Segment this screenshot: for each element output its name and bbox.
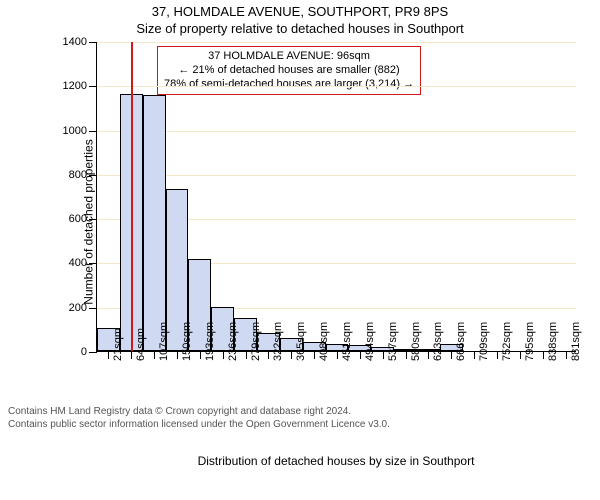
x-tick-label: 752sqm <box>501 322 513 361</box>
x-tick <box>291 351 292 359</box>
info-line-2: ← 21% of detached houses are smaller (88… <box>164 64 414 78</box>
y-tick-label: 1400 <box>63 36 97 48</box>
x-tick <box>428 351 429 359</box>
y-tick-label: 1000 <box>63 125 97 137</box>
info-box: 37 HOLMDALE AVENUE: 96sqm ← 21% of detac… <box>157 46 421 95</box>
x-tick <box>268 351 269 359</box>
x-tick <box>200 351 201 359</box>
x-tick <box>520 351 521 359</box>
page-subtitle: Size of property relative to detached ho… <box>0 19 600 36</box>
y-tick-label: 600 <box>69 213 97 225</box>
y-tick-label: 800 <box>69 169 97 181</box>
x-tick-label: 236sqm <box>227 322 239 361</box>
x-tick <box>108 351 109 359</box>
x-tick <box>246 351 247 359</box>
x-tick-label: 451sqm <box>341 322 353 361</box>
grid-line <box>97 86 576 87</box>
x-tick-label: 193sqm <box>204 322 216 361</box>
x-tick <box>223 351 224 359</box>
x-tick <box>337 351 338 359</box>
x-tick <box>497 351 498 359</box>
x-tick <box>360 351 361 359</box>
chart-container: Number of detached properties 37 HOLMDAL… <box>60 42 580 402</box>
x-tick <box>451 351 452 359</box>
x-tick-label: 64sqm <box>135 328 147 361</box>
x-tick-label: 623sqm <box>432 322 444 361</box>
x-tick <box>177 351 178 359</box>
footer-line-1: Contains HM Land Registry data © Crown c… <box>8 406 592 419</box>
x-tick <box>543 351 544 359</box>
x-tick <box>314 351 315 359</box>
attribution-footer: Contains HM Land Registry data © Crown c… <box>0 402 600 431</box>
x-tick-label: 666sqm <box>455 322 467 361</box>
x-tick-label: 279sqm <box>250 322 262 361</box>
x-tick <box>154 351 155 359</box>
x-tick-label: 580sqm <box>410 322 422 361</box>
y-tick-label: 200 <box>69 302 97 314</box>
x-tick-label: 322sqm <box>272 322 284 361</box>
x-tick <box>406 351 407 359</box>
x-tick <box>474 351 475 359</box>
x-tick-label: 795sqm <box>524 322 536 361</box>
y-tick-label: 0 <box>81 346 97 358</box>
x-tick <box>383 351 384 359</box>
x-tick-label: 838sqm <box>547 322 559 361</box>
info-line-1: 37 HOLMDALE AVENUE: 96sqm <box>164 50 414 64</box>
y-tick-label: 400 <box>69 257 97 269</box>
x-tick-label: 150sqm <box>181 322 193 361</box>
grid-line <box>97 131 576 132</box>
plot-area: 37 HOLMDALE AVENUE: 96sqm ← 21% of detac… <box>96 42 576 352</box>
x-tick-label: 365sqm <box>295 322 307 361</box>
y-tick-label: 1200 <box>63 80 97 92</box>
x-tick-label: 107sqm <box>158 322 170 361</box>
info-line-3: 78% of semi-detached houses are larger (… <box>164 78 414 92</box>
x-tick-label: 537sqm <box>387 322 399 361</box>
x-tick <box>566 351 567 359</box>
x-tick-label: 21sqm <box>112 328 124 361</box>
x-tick-label: 881sqm <box>570 322 582 361</box>
x-axis-label: Distribution of detached houses by size … <box>96 454 576 468</box>
grid-line <box>97 175 576 176</box>
x-tick <box>131 351 132 359</box>
footer-line-2: Contains public sector information licen… <box>8 419 592 432</box>
x-tick-label: 709sqm <box>478 322 490 361</box>
x-tick-label: 408sqm <box>318 322 330 361</box>
page-title: 37, HOLMDALE AVENUE, SOUTHPORT, PR9 8PS <box>0 0 600 19</box>
histogram-bar <box>143 95 166 351</box>
x-tick-label: 494sqm <box>364 322 376 361</box>
grid-line <box>97 42 576 43</box>
property-marker-line <box>131 42 133 351</box>
